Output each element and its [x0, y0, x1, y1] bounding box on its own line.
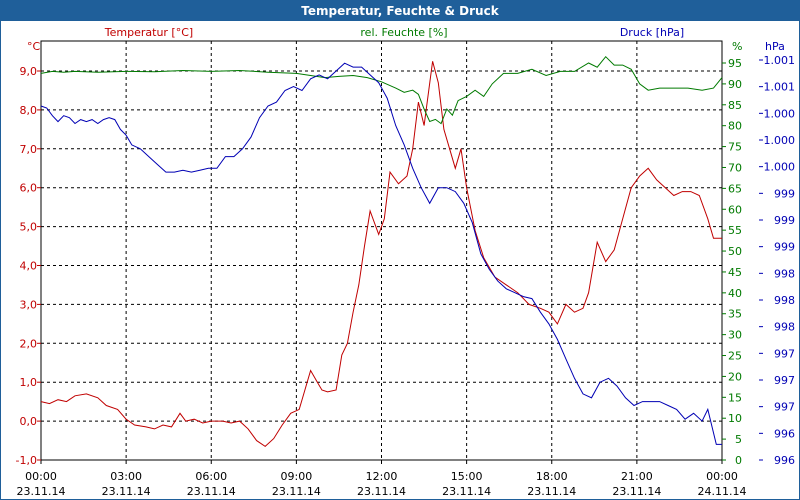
pressure-tick-label: 1.000	[764, 107, 796, 120]
x-tick-date: 23.11.14	[102, 485, 151, 498]
humidity-tick-label: 40	[728, 287, 742, 300]
humidity-tick-label: 50	[728, 245, 742, 258]
humidity-tick-label: 75	[728, 141, 742, 154]
humidity-tick-label: 5	[735, 433, 742, 446]
x-tick-date: 23.11.14	[527, 485, 576, 498]
temp-tick-label: 8,0	[20, 104, 38, 117]
humidity-series-line	[40, 55, 723, 125]
temp-tick-label: -1,0	[16, 454, 37, 467]
pressure-tick-label: 998	[774, 321, 795, 334]
temp-tick-label: 6,0	[20, 182, 38, 195]
pressure-tick-label: 999	[774, 214, 795, 227]
temp-tick-label: 9,0	[20, 65, 38, 78]
humidity-tick-label: 25	[728, 350, 742, 363]
pressure-tick-label: 998	[774, 294, 795, 307]
humidity-tick-label: 80	[728, 120, 742, 133]
humidity-tick-label: 10	[728, 412, 742, 425]
pressure-legend-label: Druck [hPa]	[620, 26, 684, 39]
pressure-tick-label: 999	[774, 241, 795, 254]
x-tick-time: 03:00	[110, 470, 142, 483]
temp-unit-label: °C	[27, 40, 41, 53]
humidity-legend-label: rel. Feuchte [%]	[360, 26, 447, 39]
pressure-tick-label: 997	[774, 401, 795, 414]
x-tick-time: 18:00	[536, 470, 568, 483]
pressure-tick-label: 997	[774, 374, 795, 387]
pressure-tick-label: 1.000	[764, 134, 796, 147]
pressure-tick-label: 1.001	[764, 81, 796, 94]
x-tick-date: 23.11.14	[187, 485, 236, 498]
humidity-tick-label: 55	[728, 224, 742, 237]
humidity-tick-label: 30	[728, 329, 742, 342]
humidity-unit-label: %	[732, 40, 742, 53]
humidity-tick-label: 70	[728, 161, 742, 174]
x-tick-time: 21:00	[621, 470, 653, 483]
pressure-tick-label: 996	[774, 427, 795, 440]
temp-tick-label: 2,0	[20, 337, 38, 350]
pressure-tick-label: 996	[774, 454, 795, 467]
temp-tick-label: 7,0	[20, 143, 38, 156]
pressure-series-line	[40, 62, 722, 445]
temp-tick-label: 1,0	[20, 376, 38, 389]
temp-tick-label: 3,0	[20, 298, 38, 311]
humidity-tick-label: 15	[728, 391, 742, 404]
humidity-tick-label: 95	[728, 57, 742, 70]
pressure-tick-label: 1.001	[764, 54, 796, 67]
temp-tick-label: 0,0	[20, 415, 38, 428]
x-tick-time: 09:00	[281, 470, 313, 483]
humidity-tick-label: 35	[728, 308, 742, 321]
x-tick-time: 00:00	[25, 470, 57, 483]
x-tick-time: 06:00	[195, 470, 227, 483]
pressure-tick-label: 999	[774, 187, 795, 200]
temp-tick-label: 5,0	[20, 221, 38, 234]
x-tick-date: 24.11.14	[698, 485, 747, 498]
x-tick-date: 23.11.14	[17, 485, 66, 498]
pressure-tick-label: 998	[774, 267, 795, 280]
x-tick-date: 23.11.14	[612, 485, 661, 498]
pressure-tick-label: 1.000	[764, 161, 796, 174]
x-tick-date: 23.11.14	[272, 485, 321, 498]
chart-title: Temperatur, Feuchte & Druck	[1, 1, 799, 21]
x-tick-time: 12:00	[366, 470, 398, 483]
humidity-tick-label: 90	[728, 78, 742, 91]
pressure-unit-label: hPa	[765, 40, 785, 53]
humidity-tick-label: 20	[728, 370, 742, 383]
humidity-tick-label: 45	[728, 266, 742, 279]
pressure-tick-label: 997	[774, 347, 795, 360]
humidity-tick-label: 85	[728, 99, 742, 112]
temp-legend-label: Temperatur [°C]	[104, 26, 193, 39]
x-tick-time: 15:00	[451, 470, 483, 483]
temperature-series-line	[40, 61, 722, 448]
temp-tick-label: 4,0	[20, 260, 38, 273]
x-tick-date: 23.11.14	[442, 485, 491, 498]
x-tick-date: 23.11.14	[357, 485, 406, 498]
humidity-tick-label: 0	[735, 454, 742, 467]
humidity-tick-label: 65	[728, 182, 742, 195]
humidity-tick-label: 60	[728, 203, 742, 216]
x-tick-time: 00:00	[706, 470, 738, 483]
